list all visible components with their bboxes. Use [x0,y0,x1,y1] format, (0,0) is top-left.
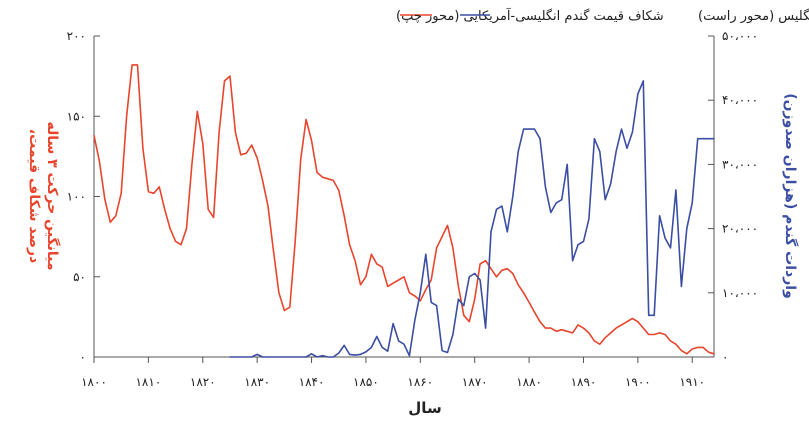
right-tick-label: ۴۰،۰۰۰ [722,93,758,107]
x-tick-label: ۱۸۶۰ [407,375,433,389]
x-tick-label: ۱۸۹۰ [571,375,597,389]
left-tick-label: ۰ [80,350,86,364]
x-tick-label: ۱۸۵۰ [353,375,379,389]
x-tick-label: ۱۹۰۰ [625,375,651,389]
series-line-price-gap [93,64,715,355]
legend-label-imports: واردات گندم آمریکا توسط انگلیس (محور راس… [698,7,809,24]
series-line-wheat-imports [229,80,715,358]
legend: شکاف قیمت گندم انگلیسی-آمریکایی (محور چپ… [396,7,809,24]
left-axis-label-line-1: درصد شکاف قیمت، [26,129,42,263]
x-tick-label: ۱۸۴۰ [299,375,325,389]
x-tick-label: ۱۸۸۰ [516,375,542,389]
left-axis-ticks: ۰ ۵۰ ۱۰۰ ۱۵۰ ۲۰۰ [67,29,100,364]
series-layer [93,64,715,358]
legend-label-price-gap: شکاف قیمت گندم انگلیسی-آمریکایی (محور چپ… [396,7,664,24]
right-tick-label: ۳۰،۰۰۰ [722,157,758,171]
x-tick-label: ۱۹۱۰ [679,375,705,389]
right-axis-label: واردات گندم (هزاران صدوزن) [782,93,799,299]
x-tick-label: ۱۸۲۰ [190,375,216,389]
left-tick-label: ۵۰ [73,270,86,284]
x-axis-ticks: ۱۸۰۰ ۱۸۱۰ ۱۸۲۰ ۱۸۳۰ ۱۸۴۰ ۱۸۵۰ ۱۸۶۰ ۱۸۷۰ ۱۸۸۰ ۱۸۹۰… [81,357,705,389]
right-tick-label: ۲۰،۰۰۰ [722,222,758,236]
left-axis-label: درصد شکاف قیمت، میانگین حرکت ۳ ساله [26,121,61,270]
right-tick-label: ۰ [722,350,728,364]
right-tick-label: ۵۰،۰۰۰ [722,29,758,43]
right-tick-label: ۱۰،۰۰۰ [722,286,758,300]
x-axis-label: سال [408,399,441,417]
left-axis-label-line-2: میانگین حرکت ۳ ساله [44,121,61,270]
x-tick-label: ۱۸۷۰ [462,375,488,389]
x-tick-label: ۱۸۱۰ [135,375,161,389]
left-tick-label: ۱۵۰ [67,109,86,123]
right-axis-ticks: ۰ ۱۰،۰۰۰ ۲۰،۰۰۰ ۳۰،۰۰۰ ۴۰،۰۰۰ ۵۰،۰۰۰ [708,29,758,364]
left-tick-label: ۲۰۰ [67,29,86,43]
x-tick-label: ۱۸۳۰ [244,375,270,389]
left-tick-label: ۱۰۰ [67,190,86,204]
x-tick-label: ۱۸۰۰ [81,375,107,389]
